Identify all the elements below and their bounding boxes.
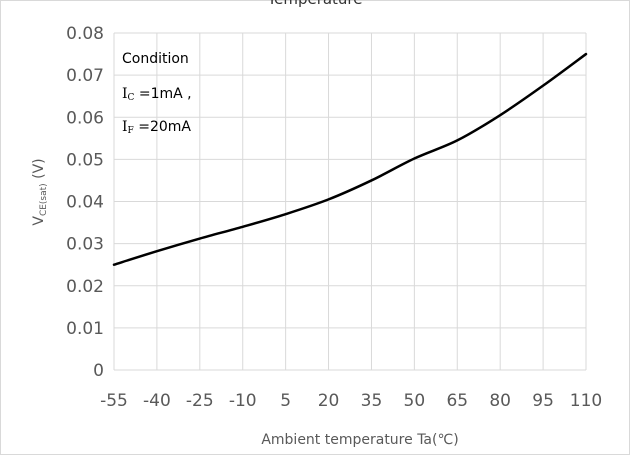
condition-annotation: Condition IC =1mA , IF =20mA	[122, 51, 192, 136]
y-tick-label-5: 0.05	[66, 150, 104, 170]
x-tick-label-8: 65	[446, 391, 468, 411]
if-value: =20mA	[134, 119, 192, 135]
if-symbol: I	[122, 119, 128, 135]
chart-title: Temperature	[266, 0, 362, 8]
y-tick-label-1: 0.01	[66, 319, 104, 339]
x-tick-label-5: 20	[318, 391, 340, 411]
x-tick-label-2: -25	[186, 391, 214, 411]
x-tick-label-1: -40	[143, 391, 171, 411]
x-tick-label-0: -55	[100, 391, 128, 411]
condition-if: IF =20mA	[122, 119, 191, 136]
y-tick-label-6: 0.06	[66, 108, 104, 128]
ic-subscript: C	[128, 93, 135, 103]
series-layer	[112, 52, 588, 266]
x-tick-label-9: 80	[489, 391, 511, 411]
x-axis-title: Ambient temperature Ta(℃)	[261, 432, 458, 448]
x-tick-label-6: 35	[361, 391, 383, 411]
y-tick-label-2: 0.02	[66, 277, 104, 297]
x-tick-label-3: -10	[229, 391, 257, 411]
y-tick-label-8: 0.08	[66, 24, 104, 44]
grid	[113, 32, 587, 371]
y-tick-label-0: 0	[93, 361, 104, 381]
ic-symbol: I	[122, 86, 128, 102]
y-tick-label-3: 0.03	[66, 235, 104, 255]
x-tick-label-7: 50	[404, 391, 426, 411]
x-tick-label-10: 95	[532, 391, 554, 411]
if-subscript: F	[128, 126, 134, 136]
y-axis-title-unit: (V)	[31, 158, 47, 183]
series-line-0	[112, 52, 588, 266]
y-axis-title: VCE(sat) (V)	[31, 158, 49, 225]
x-tick-label-4: 5	[280, 391, 291, 411]
y-axis-title-sub: CE(sat)	[39, 183, 49, 216]
condition-ic: IC =1mA ,	[122, 86, 192, 103]
y-tick-label-7: 0.07	[66, 66, 104, 86]
condition-label: Condition	[122, 51, 189, 67]
ic-value: =1mA ,	[134, 86, 191, 102]
x-tick-label-11: 110	[570, 391, 602, 411]
y-tick-label-4: 0.04	[66, 193, 104, 213]
tick-labels: 00.010.020.030.040.050.060.070.08-55 -40-…	[66, 24, 602, 411]
y-axis-title-main: V	[31, 216, 47, 226]
